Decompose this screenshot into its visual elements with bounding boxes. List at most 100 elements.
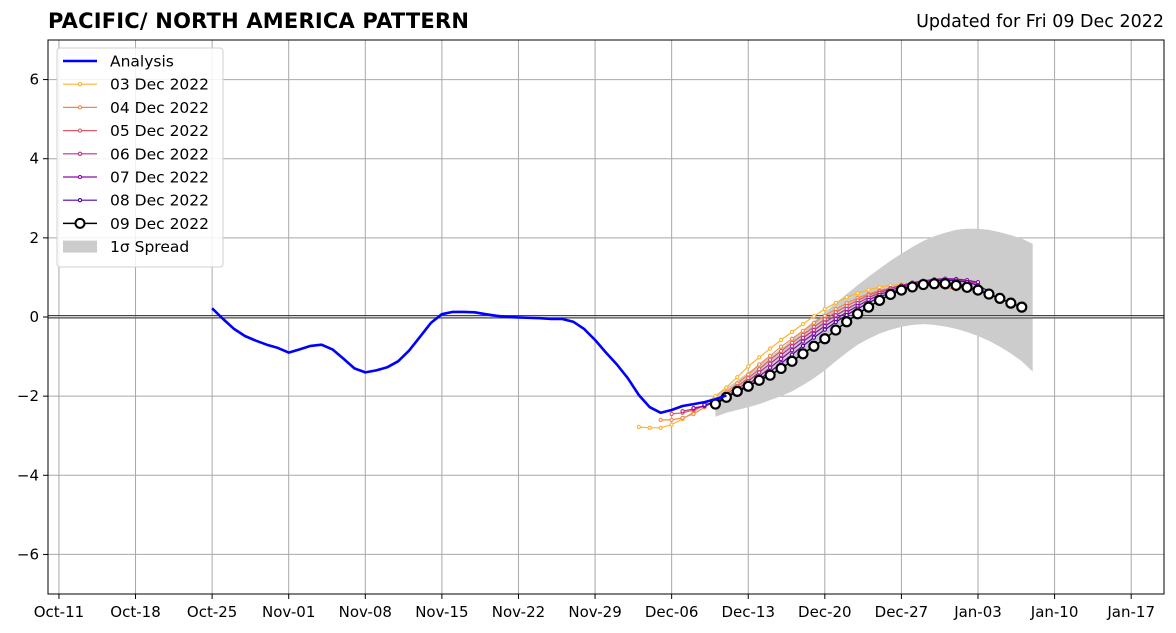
forecast-point [691,411,696,417]
legend-entry-label: 1σ Spread [110,238,189,256]
forecast-point [884,288,897,301]
forecast-point [895,284,908,296]
forecast-point [811,331,817,336]
forecast-point [702,402,707,407]
forecast-point [789,344,795,349]
forecast-point [636,424,641,430]
forecast-point [680,409,685,414]
forecast-point [852,308,864,320]
y-tick-label: 4 [29,150,39,168]
forecast-point [680,415,685,421]
forecast-point [972,284,984,296]
legend-handle-marker [74,217,86,229]
forecast-point [811,335,817,340]
forecast-point [789,348,795,353]
forecast-point [917,278,929,291]
forecast-point [811,320,817,326]
legend-entry-label: 05 Dec 2022 [110,122,209,140]
forecast-point [669,417,674,423]
legend-handle-marker [77,198,83,203]
x-tick-label: Nov-01 [262,603,315,621]
forecast-point [764,369,776,381]
forecast-point [950,279,962,291]
forecast-point [778,344,784,349]
forecast-point [866,287,871,292]
forecast-point [844,295,849,300]
x-tick-label: Jan-03 [953,603,1002,621]
x-tick-label: Dec-27 [875,603,929,621]
forecast-point [822,327,827,332]
tick-labels: Oct-11 Oct-18 Oct-25 Nov-01 Nov-08 Nov-15 Nov-… [17,71,1155,621]
y-tick-label: −4 [17,466,39,484]
forecast-point [757,370,762,375]
forecast-point [841,316,853,328]
x-tick-label: Nov-29 [568,603,621,621]
legend-handle-marker [77,105,83,110]
forecast-point [669,422,674,427]
forecast-point [811,314,817,319]
forecast-point [797,348,809,360]
forecast-point [1016,301,1028,313]
forecast-point [822,320,827,325]
forecast-point [691,405,696,411]
legend-entry-label: 07 Dec 2022 [110,169,209,187]
forecast-point [658,425,663,430]
legend-entry-label: 08 Dec 2022 [110,192,209,210]
forecast-point [647,425,652,430]
forecast-point [789,352,795,357]
legend-entry-label: 03 Dec 2022 [110,76,209,94]
forecast-point [724,385,729,390]
x-tick-label: Oct-18 [110,603,160,621]
forecast-point [767,365,773,370]
forecast-point [833,313,838,318]
plot-frame [47,39,1165,595]
forecast-point [786,355,798,367]
forecast-point [833,300,838,305]
legend-entry-label: 06 Dec 2022 [110,145,209,163]
forecast-point [800,339,806,344]
legend-entry-label: 04 Dec 2022 [110,99,209,117]
legend-handle-marker [77,82,83,87]
legend: Analysis 03 Dec 2022 04 Dec 2022 05 Dec 202… [56,47,224,268]
forecast-point [961,281,973,293]
forecast-point [906,281,918,293]
zero-line-layer [48,315,1164,319]
forecast-point [844,312,849,318]
spread-band [715,228,1033,417]
forecast-point [928,278,940,290]
y-tick-label: 2 [29,229,39,247]
forecast-point [767,353,773,358]
forecast-point [800,321,806,327]
forecast-point [767,357,773,362]
forecast-point [658,417,663,423]
y-tick-label: −6 [17,545,39,563]
forecast-point [757,355,762,360]
forecast-point [713,393,718,399]
forecast-point [822,323,827,329]
forecast-point [746,364,751,369]
forecast-point [822,306,827,312]
forecast-point [983,288,995,300]
forecast-point [800,335,806,341]
forecast-point [862,301,875,313]
x-tick-label: Nov-15 [415,603,468,621]
forecast-point [757,362,762,367]
legend-box [56,47,224,268]
forecast-point [800,328,806,334]
forecast-point [778,352,784,358]
forecast-point [819,333,831,345]
forecast-point [808,340,820,352]
forecast-point [778,356,784,362]
forecast-point [1005,297,1017,309]
x-tick-label: Oct-11 [34,603,84,621]
forecast-point [939,278,951,290]
legend-handle-marker [77,128,83,133]
forecast-point [669,411,674,417]
y-tick-label: 6 [29,71,39,89]
forecast-point [873,294,886,306]
spread-band-layer [715,228,1033,417]
series-layer [211,276,1028,430]
forecast-point [855,291,860,296]
y-tick-label: −2 [17,387,39,405]
